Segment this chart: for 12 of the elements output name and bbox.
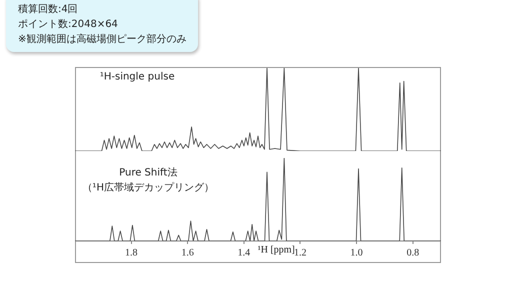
x-tick-label: 1.6: [181, 248, 194, 259]
text: 積算回数:4回: [18, 2, 79, 17]
x-tick-label: 1.4: [238, 248, 250, 259]
x-tick-label: 1.0: [350, 248, 363, 259]
text: Pure Shift法（¹H広帯域デカップリング）: [82, 166, 214, 194]
x-axis-title: ¹H [ppm]: [258, 244, 295, 256]
text: ポイント数:2048×64: [18, 18, 119, 32]
text: ¹H-single pulse: [100, 72, 175, 83]
x-tick-label: 0.8: [406, 248, 420, 259]
x-tick-label: 1.2: [294, 248, 306, 259]
x-tick-label: 1.8: [125, 248, 138, 259]
text: ※観測範囲は高磁場側ピーク部分のみ: [18, 32, 188, 47]
